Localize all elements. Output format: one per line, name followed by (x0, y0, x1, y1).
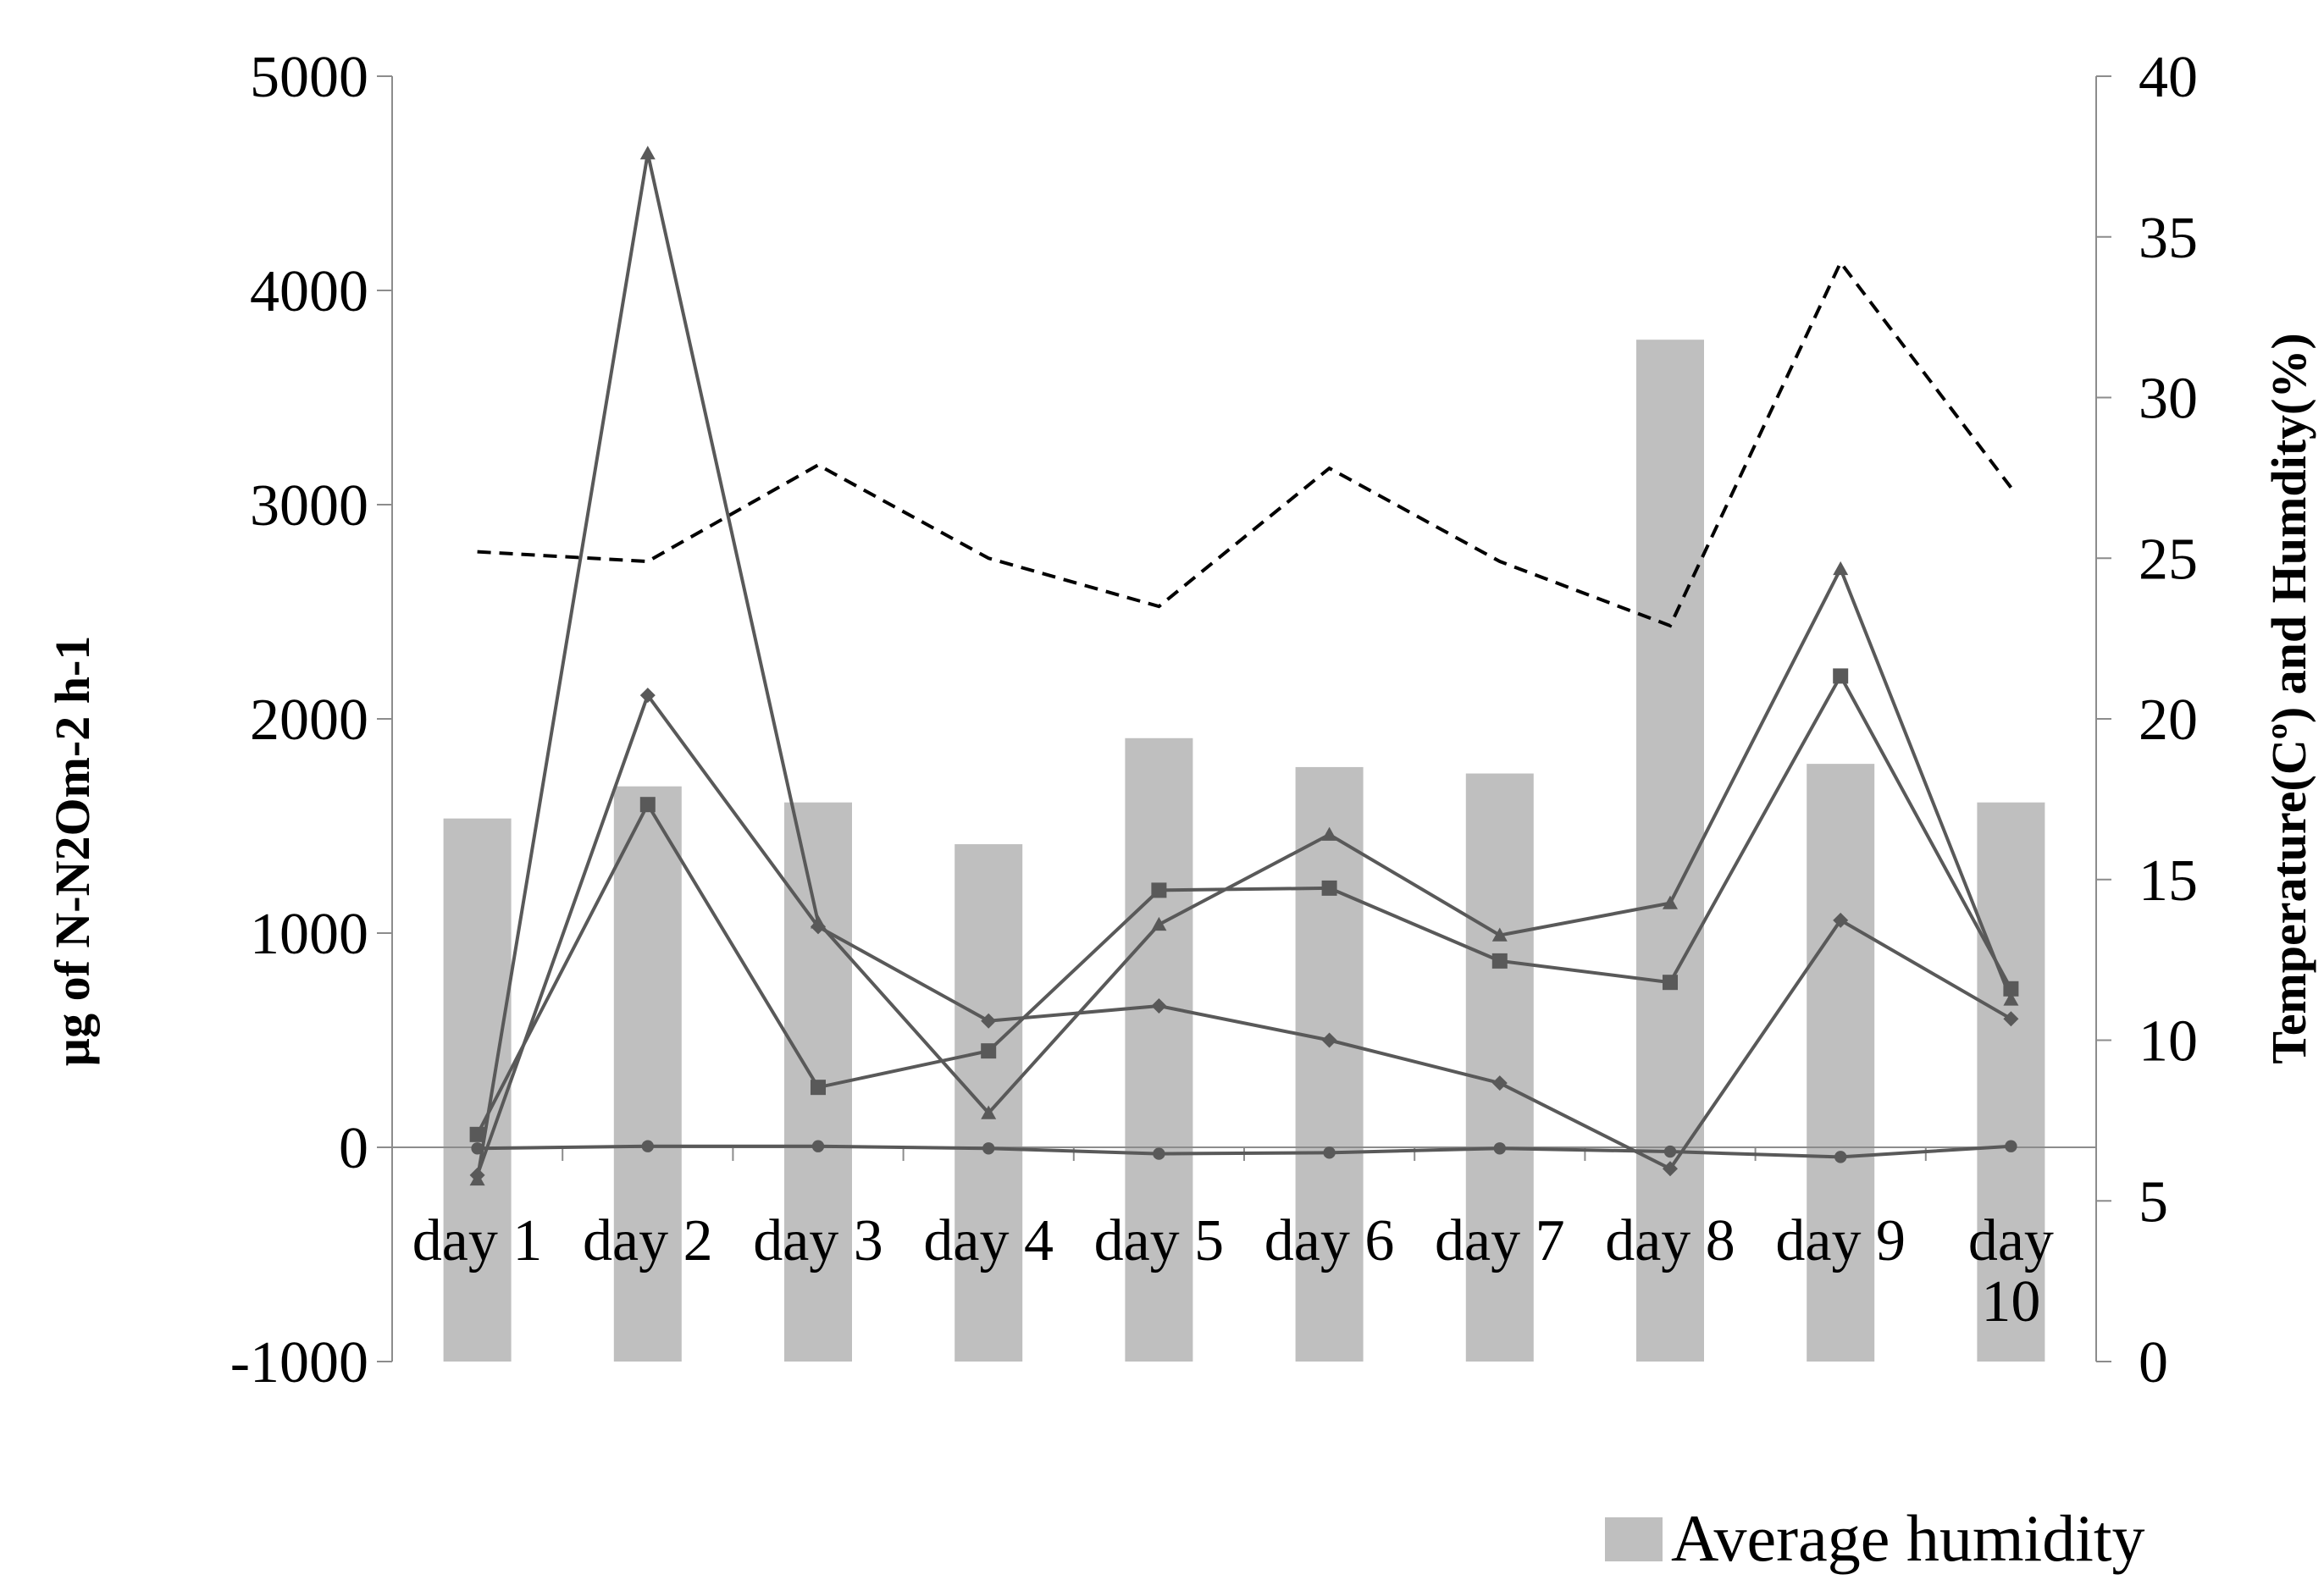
left-tick-label: 4000 (250, 259, 368, 324)
series-3-point (2003, 1011, 2019, 1027)
series-2-point (1833, 668, 1849, 684)
series-line-2 (475, 672, 2013, 1135)
series-3-point (1151, 998, 1167, 1014)
left-tick-label: 1000 (250, 902, 368, 967)
series-2-point (981, 1043, 997, 1059)
legend: Average humidity (1605, 1501, 2145, 1575)
series-3-point (811, 919, 826, 935)
legend-label-average-humidity: Average humidity (1671, 1501, 2145, 1575)
bar-day-2 (613, 786, 682, 1362)
bar-day-7 (1465, 773, 1534, 1362)
axis-labels: -1000 0 1000 2000 3000 4000 5000 0 5 10 15 20 25 30 35… (230, 45, 2198, 1395)
series-2-point (1151, 882, 1167, 898)
series-1-point (2003, 992, 2019, 1006)
series-4-point (1323, 1146, 1336, 1159)
series-3-point (981, 1013, 997, 1029)
category-label-day-2: day 2 (583, 1208, 713, 1273)
series-4-point (811, 1140, 825, 1152)
series-4-point (1153, 1147, 1165, 1160)
series-3-point (1491, 1075, 1508, 1091)
series-1-point (1833, 561, 1849, 576)
series-2-point (469, 1126, 485, 1142)
right-tick-label: 30 (2139, 367, 2198, 432)
right-tick-label: 20 (2139, 688, 2198, 753)
right-tick-label: 40 (2139, 45, 2198, 110)
series-line-1 (475, 152, 2013, 1180)
series-2-point (811, 1080, 826, 1096)
series-1-point (1151, 916, 1167, 931)
series-1-point (639, 146, 656, 160)
left-tick-label: 2000 (250, 688, 368, 753)
left-axis-title: µg of N-N2Om-2 h-1 (45, 636, 100, 1067)
category-label-day-6: day 6 (1264, 1208, 1395, 1273)
series-line-4 (477, 1144, 2011, 1159)
category-label-day-7: day 7 (1435, 1208, 1565, 1273)
right-tick-label: 35 (2139, 206, 2198, 271)
bar-day-4 (955, 844, 1023, 1362)
series-1-point (1663, 895, 1678, 909)
series-3-point (1833, 912, 1849, 928)
series-4-point (1493, 1142, 1507, 1155)
category-label-day-5: day 5 (1094, 1208, 1225, 1273)
legend-swatch-average-humidity (1605, 1517, 1663, 1561)
series-4-point (2005, 1140, 2017, 1152)
series-4-point (1834, 1151, 1847, 1163)
left-tick-label: -1000 (230, 1330, 368, 1395)
right-tick-label: 10 (2139, 1009, 2198, 1075)
series-4-point (641, 1140, 654, 1152)
series-3-point (1663, 1161, 1678, 1177)
series-1-point (981, 1105, 997, 1119)
bar-day-10 (1977, 802, 2045, 1362)
category-label-day-10: day 10 (1968, 1208, 2054, 1334)
series-2-point (1491, 953, 1508, 969)
bar-day-9 (1807, 764, 1875, 1362)
series-2-point (2003, 981, 2019, 997)
series-1-point (1321, 826, 1337, 841)
series-4-point (471, 1142, 484, 1155)
category-label-day-4: day 4 (923, 1208, 1054, 1273)
category-label-day-8: day 8 (1605, 1208, 1735, 1273)
humidity-bars (443, 340, 2045, 1362)
series-line-3 (475, 691, 2012, 1176)
series-2-point (1663, 975, 1678, 991)
series-lines (469, 146, 2019, 1186)
series-3-point (639, 688, 656, 704)
left-tick-label: 3000 (250, 473, 368, 539)
category-label-day-9: day 9 (1775, 1208, 1906, 1273)
right-tick-label: 0 (2139, 1330, 2168, 1395)
series-2-point (1321, 880, 1337, 896)
bar-day-5 (1125, 738, 1193, 1362)
bar-day-8 (1636, 340, 1704, 1362)
right-tick-label: 25 (2139, 527, 2198, 592)
series-2-point (639, 797, 656, 813)
right-tick-label: 15 (2139, 848, 2198, 914)
right-axis-title: Temperature(Cº) and Humdity(%) (2261, 333, 2316, 1063)
left-tick-label: 5000 (250, 45, 368, 110)
series-4-point (1663, 1145, 1677, 1158)
series-3-point (1321, 1032, 1337, 1048)
category-label-day-3: day 3 (753, 1208, 883, 1273)
series-3-point (469, 1167, 485, 1183)
category-label-day-1: day 1 (412, 1208, 543, 1273)
left-tick-label: 0 (339, 1116, 368, 1181)
series-1-point (1491, 927, 1508, 942)
right-tick-label: 5 (2139, 1169, 2168, 1235)
bar-day-6 (1295, 766, 1364, 1362)
series-line-0 (477, 259, 2012, 628)
series-4-point (982, 1142, 995, 1155)
